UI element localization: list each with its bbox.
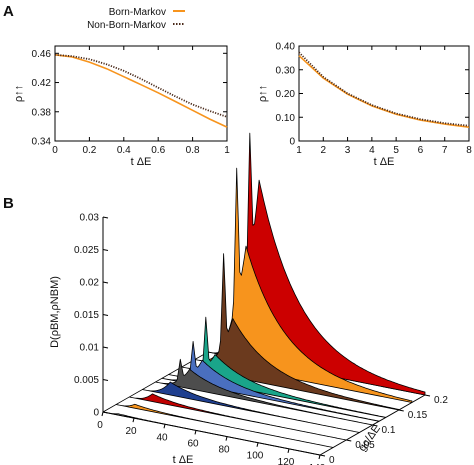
g-tick bbox=[372, 424, 378, 427]
t-tick bbox=[101, 411, 104, 417]
y-tick-label: 0.34 bbox=[32, 137, 52, 148]
plot-frame bbox=[54, 45, 228, 142]
x-tick-label: 4 bbox=[369, 145, 375, 156]
waterfall-slice-g-0.1 bbox=[155, 358, 373, 426]
z-tick bbox=[102, 314, 109, 316]
y-tick-label: 0.40 bbox=[276, 42, 296, 53]
x-tick-label: 0 bbox=[52, 145, 58, 156]
z-tick-label: 0.015 bbox=[74, 310, 99, 321]
series-line-non-born-markov bbox=[54, 53, 228, 118]
y-tick-label: 0.42 bbox=[32, 78, 52, 89]
x-tick-label: 1 bbox=[296, 145, 302, 156]
t-tick bbox=[194, 430, 197, 435]
waterfall-slice-g-0.05 bbox=[128, 393, 347, 441]
z-tick-label: 0 bbox=[93, 408, 99, 419]
panel-a-right-plot: 1 2 3 4 5 6 7 8 0 0.10 0.20 0.30 0.40 t ΔE ρ↑↑ bbox=[257, 42, 472, 169]
g-tick bbox=[424, 394, 431, 397]
t-tick-label: 80 bbox=[218, 445, 230, 456]
g-tick-label: 0 bbox=[329, 455, 335, 465]
t-tick bbox=[225, 436, 228, 441]
z-tick bbox=[102, 249, 109, 251]
series-line-born-markov bbox=[54, 54, 228, 128]
x-tick-label: 8 bbox=[466, 145, 472, 156]
y-tick-label: 0.20 bbox=[276, 89, 296, 100]
g-tick-label: 0.15 bbox=[408, 410, 428, 421]
x-axis-label: t ΔE bbox=[374, 156, 395, 168]
z-axis-label: D(ρBM,ρNBM) bbox=[49, 276, 61, 348]
t-tick-label: 40 bbox=[156, 432, 168, 443]
t-tick bbox=[132, 418, 135, 423]
z-tick bbox=[102, 216, 109, 219]
waterfall-slice-g-0.15 bbox=[181, 253, 400, 411]
g-tick-label: 0.1 bbox=[382, 425, 396, 436]
y-tick-label: 0.30 bbox=[276, 65, 296, 76]
panel-a-left-plot: 0 0.2 0.4 0.6 0.8 1 0.34 0.38 0.42 0.46 t ΔE ρ↑↑ bbox=[13, 45, 230, 168]
z-tick bbox=[102, 281, 109, 284]
series-line-non-born-markov bbox=[298, 51, 470, 127]
x-tick-label: 0.8 bbox=[186, 145, 200, 156]
x-tick-label: 1 bbox=[224, 145, 230, 156]
y-axis-label: ρ↑↑ bbox=[13, 85, 25, 102]
x-tick-label: 0.4 bbox=[117, 145, 131, 156]
t-tick-label: 100 bbox=[247, 451, 264, 462]
t-tick-label: 60 bbox=[187, 438, 199, 449]
t-tick-label: 0 bbox=[97, 420, 103, 431]
x-tick-label: 5 bbox=[393, 145, 399, 156]
t-tick bbox=[256, 442, 259, 447]
series-line-born-markov bbox=[298, 55, 470, 128]
y-tick-label: 0.38 bbox=[32, 107, 52, 118]
g-tick bbox=[319, 454, 326, 457]
waterfall-slice-g-0.025 bbox=[115, 403, 334, 448]
x-tick-label: 0.2 bbox=[82, 145, 96, 156]
t-tick-label: 120 bbox=[278, 457, 295, 465]
x-tick-label: 2 bbox=[321, 145, 327, 156]
t-tick bbox=[287, 448, 290, 453]
panel-letter-a: A bbox=[3, 3, 14, 20]
y-tick-label: 0.10 bbox=[276, 113, 296, 124]
x-tick-label: 6 bbox=[418, 145, 424, 156]
legend-label-born-markov: Born-Markov bbox=[109, 7, 166, 18]
t-tick-label: 140 bbox=[309, 463, 326, 465]
z-tick-label: 0.005 bbox=[74, 375, 99, 386]
panel-letter-b: B bbox=[3, 195, 14, 212]
x-axis-label: t ΔE bbox=[131, 156, 152, 168]
z-tick-label: 0.01 bbox=[80, 343, 100, 354]
x-tick-label: 0.6 bbox=[151, 145, 165, 156]
g-tick-label: 0.2 bbox=[434, 395, 448, 406]
z-tick-label: 0.03 bbox=[80, 213, 100, 224]
g-tick bbox=[398, 409, 404, 412]
waterfall-slice-g-0.075 bbox=[142, 381, 360, 433]
z-tick bbox=[102, 379, 109, 381]
y-axis-label: ρ↑↑ bbox=[257, 85, 269, 102]
x-tick-label: 3 bbox=[345, 145, 351, 156]
panel-b-3d-plot: 0 0.005 0.01 0.015 0.02 0.025 0.03 D(ρBM,ρNBM) 0… bbox=[49, 132, 448, 465]
z-tick-label: 0.02 bbox=[80, 278, 100, 289]
g-tick bbox=[346, 439, 352, 442]
legend-label-non-born-markov: Non-Born-Markov bbox=[87, 20, 166, 31]
t-tick-label: 20 bbox=[125, 426, 137, 437]
waterfall-slice-g-0.125 bbox=[168, 316, 386, 418]
t-axis-line bbox=[102, 411, 321, 456]
t-tick bbox=[163, 424, 166, 429]
x-tick-label: 7 bbox=[442, 145, 448, 156]
t-tick bbox=[318, 454, 321, 460]
legend: Born-Markov Non-Born-Markov bbox=[87, 7, 185, 31]
plot-frame bbox=[298, 45, 470, 142]
z-tick bbox=[102, 346, 109, 349]
t-axis-label: t ΔE bbox=[173, 454, 194, 465]
y-tick-label: 0.46 bbox=[32, 49, 52, 60]
y-tick-label: 0 bbox=[289, 137, 295, 148]
z-tick-label: 0.025 bbox=[74, 245, 99, 256]
g-tick-label: 0.05 bbox=[355, 440, 375, 451]
